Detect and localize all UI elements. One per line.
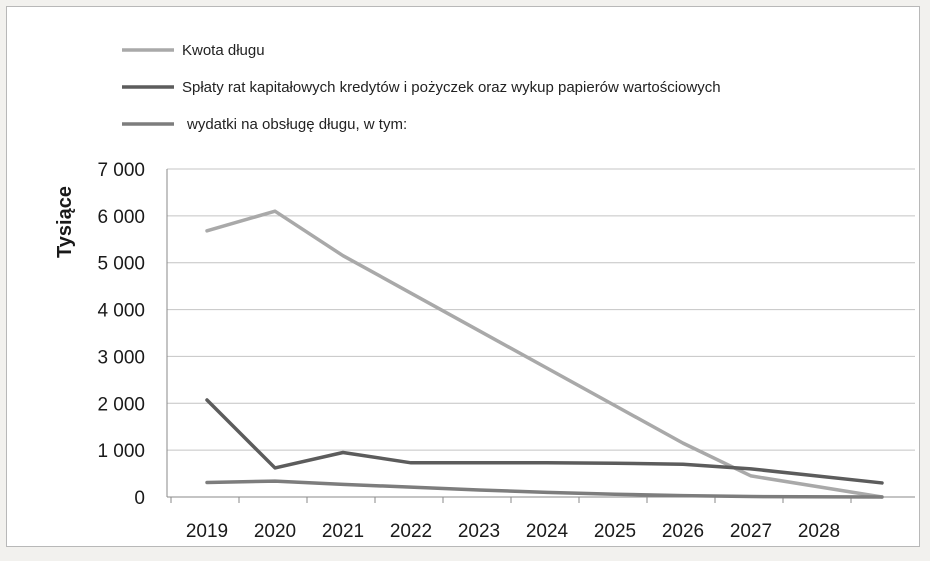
- x-tick-label: 2028: [798, 521, 840, 542]
- y-axis-label: Tysiące: [54, 186, 76, 258]
- y-tick-label: 6 000: [97, 207, 145, 228]
- axes: 0 1 000 2 000 3 000 4 000 5 000 6 000 7 000 2019…: [97, 160, 915, 542]
- series-line-1: [205, 209, 884, 499]
- y-tick-label: 5 000: [97, 254, 145, 275]
- y-tick-label: 7 000: [97, 160, 145, 181]
- x-tick-label: 2025: [594, 521, 636, 542]
- series-layer: [205, 209, 884, 499]
- series-line-3: [205, 479, 884, 499]
- x-tick-label: 2024: [526, 521, 569, 542]
- y-tick-label: 4 000: [97, 301, 145, 322]
- y-tick-label: 0: [134, 488, 145, 509]
- legend-label: Kwota długu: [182, 42, 265, 59]
- legend: Kwota długu Spłaty rat kapitałowych kredy…: [122, 42, 721, 133]
- x-tick-label: 2023: [458, 521, 500, 542]
- y-tick-label: 3 000: [97, 347, 145, 368]
- x-tick-label: 2020: [254, 521, 296, 542]
- legend-label: Spłaty rat kapitałowych kredytów i pożyc…: [182, 79, 721, 96]
- x-tick-label: 2026: [662, 521, 704, 542]
- series-line-2: [205, 398, 884, 485]
- x-tick-label: 2027: [730, 521, 772, 542]
- grid: [167, 168, 915, 498]
- x-tick-label: 2019: [186, 521, 228, 542]
- y-tick-label: 1 000: [97, 441, 145, 462]
- chart-frame: Kwota długu Spłaty rat kapitałowych kredy…: [6, 6, 920, 547]
- y-tick-label: 2 000: [97, 394, 145, 415]
- x-tick-label: 2021: [322, 521, 364, 542]
- line-chart: Kwota długu Spłaty rat kapitałowych kredy…: [54, 42, 915, 542]
- x-tick-label: 2022: [390, 521, 432, 542]
- legend-label: wydatki na obsługę długu, w tym:: [186, 116, 407, 133]
